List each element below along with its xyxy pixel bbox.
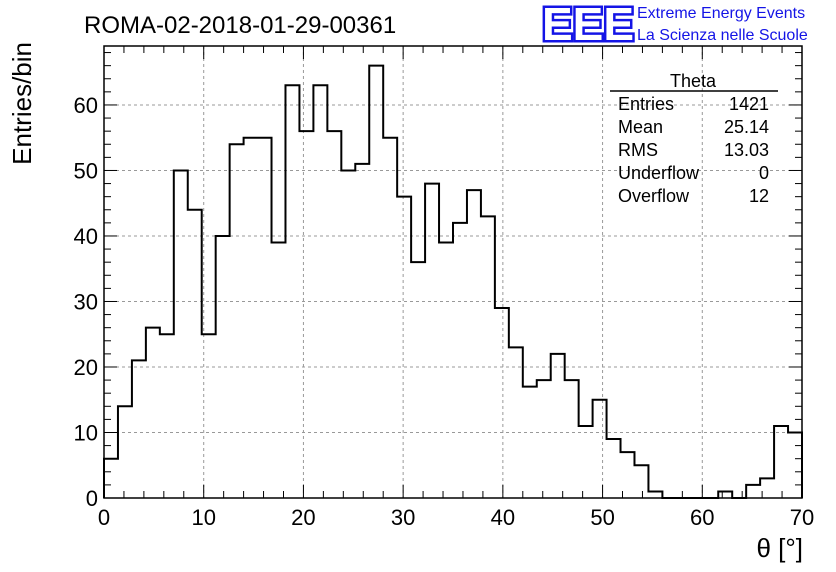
histogram-bin xyxy=(285,85,299,498)
histogram-bin xyxy=(258,138,272,498)
stats-overflow-value: 12 xyxy=(749,186,769,206)
stats-rms-label: RMS xyxy=(618,140,658,160)
x-tick-label: 40 xyxy=(491,505,515,530)
histogram-bin xyxy=(244,138,258,498)
histogram-bin xyxy=(146,328,160,498)
y-tick-label: 0 xyxy=(86,486,98,511)
histogram-bins xyxy=(104,66,802,498)
histogram-bin xyxy=(118,406,132,498)
histogram-bin xyxy=(579,426,593,498)
histogram-bin xyxy=(634,465,648,498)
histogram-bin xyxy=(648,491,662,498)
stats-name: Theta xyxy=(670,71,717,91)
stats-overflow-label: Overflow xyxy=(618,186,690,206)
histogram-bin xyxy=(188,210,202,498)
histogram-bin xyxy=(537,380,551,498)
histogram-bin xyxy=(104,459,118,498)
histogram-bin xyxy=(216,236,230,498)
histogram-bin xyxy=(355,164,369,498)
y-tick-label: 50 xyxy=(74,158,98,183)
histogram-bin xyxy=(299,131,313,498)
histogram-bin xyxy=(411,262,425,498)
stats-box: Theta Entries 1421 Mean 25.14 RMS 13.03 … xyxy=(610,71,778,206)
histogram-bin xyxy=(439,243,453,498)
y-tick-label: 20 xyxy=(74,355,98,380)
chart-title: ROMA-02-2018-01-29-00361 xyxy=(84,12,396,39)
plot-frame xyxy=(103,45,803,499)
stats-rms-value: 13.03 xyxy=(724,140,769,160)
histogram-bin xyxy=(327,131,341,498)
logo-line-2: La Scienza nelle Scuole xyxy=(637,27,808,44)
stats-mean-value: 25.14 xyxy=(724,117,769,137)
histogram-bin xyxy=(383,138,397,498)
histogram-bin xyxy=(272,243,286,498)
x-tick-label: 10 xyxy=(191,505,215,530)
histogram-bin xyxy=(341,170,355,498)
x-axis-title: θ [°] xyxy=(756,533,803,563)
histogram-bin xyxy=(523,387,537,498)
y-tick-label: 30 xyxy=(74,289,98,314)
histogram-bin xyxy=(551,354,565,498)
histogram-bin xyxy=(425,184,439,498)
histogram-bin xyxy=(593,400,607,498)
y-tick-labels: 0 10 20 30 40 50 60 xyxy=(74,93,98,511)
y-axis-title: Entries/bin xyxy=(7,42,37,165)
histogram-bin xyxy=(509,347,523,498)
histogram-bin xyxy=(774,426,788,498)
histogram-bin xyxy=(174,170,188,498)
histogram-bin xyxy=(202,334,216,498)
histogram-bin xyxy=(607,439,621,498)
histogram-bin xyxy=(467,190,481,498)
histogram-bin xyxy=(230,144,244,498)
stats-underflow-value: 0 xyxy=(759,163,769,183)
histogram-bin xyxy=(565,380,579,498)
histogram-bin xyxy=(453,223,467,498)
y-tick-label: 60 xyxy=(74,93,98,118)
histogram-bin xyxy=(313,85,327,498)
x-tick-label: 0 xyxy=(98,505,110,530)
histogram-bin xyxy=(132,360,146,498)
logo-line-1: Extreme Energy Events xyxy=(637,5,805,22)
eee-logo-mark: EEE xyxy=(542,0,634,50)
x-tick-labels: 0 10 20 30 40 50 60 70 xyxy=(98,505,814,530)
stats-entries-value: 1421 xyxy=(729,94,769,114)
y-tick-label: 10 xyxy=(74,420,98,445)
histogram-bin xyxy=(788,432,802,498)
stats-mean-label: Mean xyxy=(618,117,663,137)
histogram-bin xyxy=(397,197,411,498)
eee-logo: EEE Extreme Energy Events La Scienza nel… xyxy=(540,0,808,53)
histogram-bin xyxy=(718,491,732,498)
histogram-bin xyxy=(481,216,495,498)
x-tick-label: 50 xyxy=(590,505,614,530)
x-tick-label: 60 xyxy=(690,505,714,530)
histogram-bin xyxy=(369,66,383,498)
stats-underflow-label: Underflow xyxy=(618,163,700,183)
x-tick-label: 20 xyxy=(291,505,315,530)
x-tick-label: 30 xyxy=(391,505,415,530)
x-tick-label: 70 xyxy=(790,505,814,530)
histogram-bin xyxy=(746,485,760,498)
y-tick-label: 40 xyxy=(74,224,98,249)
stats-entries-label: Entries xyxy=(618,94,674,114)
histogram-bin xyxy=(160,334,174,498)
histogram-bin xyxy=(495,308,509,498)
axis-ticks xyxy=(103,46,803,499)
